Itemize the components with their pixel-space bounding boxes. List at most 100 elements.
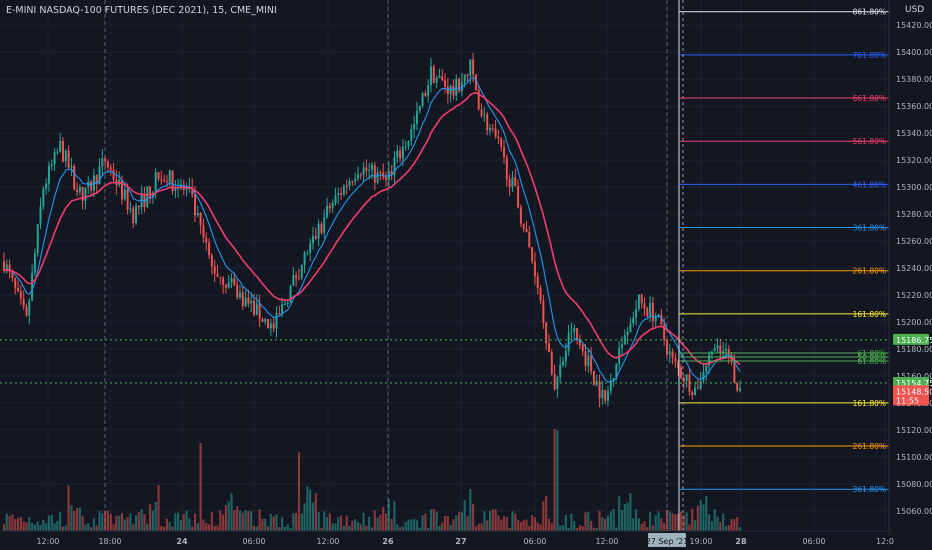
fibonacci-extension[interactable]: 861.80% 761.80% 661.80% 561.80% 461.80% 361.8… <box>678 0 889 531</box>
candle-body <box>390 171 393 175</box>
price-tick-label: 15400.00 <box>896 48 932 57</box>
volume-bar <box>264 518 267 531</box>
candle-body <box>584 351 587 366</box>
volume-bar <box>92 518 95 531</box>
volume-bar <box>182 514 185 531</box>
candle-body <box>132 208 135 224</box>
candle-body <box>163 180 166 182</box>
candle-body <box>253 300 255 315</box>
volume-bar <box>205 522 208 531</box>
time-axis-background <box>0 531 889 550</box>
candle-body <box>303 253 306 265</box>
volume-bar <box>550 523 553 531</box>
volume-bar <box>213 525 216 531</box>
candle-body <box>359 174 362 176</box>
candle-body <box>598 381 601 399</box>
volume-bar <box>179 520 183 531</box>
volume-bar <box>710 521 713 531</box>
time-highlight-label: 27 Sep '21 <box>646 537 689 546</box>
volume-bar <box>236 506 239 531</box>
symbol-title[interactable]: E-MINI NASDAQ-100 FUTURES (DEC 2021), 15… <box>6 5 277 16</box>
candle-body <box>224 284 227 288</box>
candle-body <box>592 371 595 385</box>
volume-bar <box>460 512 463 531</box>
time-tick-label: 06:00 <box>242 537 265 546</box>
volume-bar <box>101 513 104 531</box>
time-axis[interactable]: 12:00 18:00 24 06:00 12:00 26 27 06:00 12:00 19:0… <box>0 530 894 550</box>
volume-bar <box>432 508 435 531</box>
candle-body <box>356 174 359 179</box>
candle-body <box>250 300 253 304</box>
candle-body <box>14 278 17 288</box>
candle-body <box>295 275 298 279</box>
candle-body <box>25 306 28 316</box>
volume-bar <box>663 523 666 531</box>
volume-bar <box>736 517 739 531</box>
volume-bar <box>719 521 722 531</box>
volume-bar <box>547 518 551 531</box>
candle-body <box>632 317 635 324</box>
price-label-text: 15148.50 <box>896 387 932 396</box>
volume-bar <box>272 516 275 531</box>
price-axis[interactable]: 15420.00 15400.00 15380.00 15360.00 15340.00… <box>888 0 932 550</box>
candle-body <box>64 150 67 162</box>
volume-bar <box>609 511 612 531</box>
candle-body <box>320 223 323 233</box>
candle-body <box>486 114 489 131</box>
candle-body <box>503 147 506 158</box>
volume-bar <box>376 517 379 531</box>
volume-bar <box>486 520 489 531</box>
price-tick-label: 15180.00 <box>896 345 932 354</box>
candle-body <box>533 261 536 277</box>
volume-bar <box>500 519 503 531</box>
candle-body <box>312 236 314 244</box>
volume-bar <box>334 523 337 531</box>
volume-bar <box>452 519 455 531</box>
candle-body <box>76 189 79 193</box>
volume-bar <box>78 507 81 531</box>
candle-body <box>258 303 261 320</box>
candle-body <box>716 345 719 349</box>
volume-bar <box>688 524 691 531</box>
candle-body <box>314 236 317 239</box>
volume-bar <box>241 512 244 531</box>
volume-bar <box>396 524 399 531</box>
volume-bar <box>441 522 444 531</box>
volume-bar <box>163 526 166 531</box>
volume-bar <box>202 519 205 531</box>
candle-body <box>477 89 480 110</box>
candle-body <box>300 264 303 279</box>
candle-body <box>36 224 39 254</box>
candle-body <box>578 339 581 346</box>
candle-body <box>696 387 699 389</box>
volume-bar <box>368 516 371 531</box>
volume-bar <box>539 524 542 531</box>
candle-body <box>671 351 674 358</box>
time-tick-label: 06:00 <box>523 537 546 546</box>
volume-bar <box>95 525 98 531</box>
candle-body <box>618 347 621 364</box>
volume-bar <box>491 509 494 531</box>
volume-bar <box>314 493 317 531</box>
price-tick-label: 15160.00 <box>896 372 932 381</box>
price-tick-label: 15420.00 <box>896 21 932 30</box>
volume-bar <box>528 525 531 531</box>
volume-bar <box>699 500 702 531</box>
volume-bar <box>64 525 67 531</box>
volume-bar <box>693 519 697 531</box>
time-tick-label: 28 <box>735 537 747 546</box>
candle-body <box>19 291 22 299</box>
volume-bar <box>446 516 449 531</box>
candle-body <box>576 328 579 340</box>
volume-bar <box>359 524 362 531</box>
candle-body <box>682 378 685 382</box>
currency-label[interactable]: USD <box>905 5 925 15</box>
volume-bar <box>81 515 84 531</box>
candle-body <box>635 308 638 318</box>
time-tick-label: 24 <box>176 537 188 546</box>
candle-body <box>525 228 528 232</box>
candle-body <box>463 74 466 83</box>
candle-body <box>393 157 396 175</box>
candle-body <box>78 186 81 193</box>
